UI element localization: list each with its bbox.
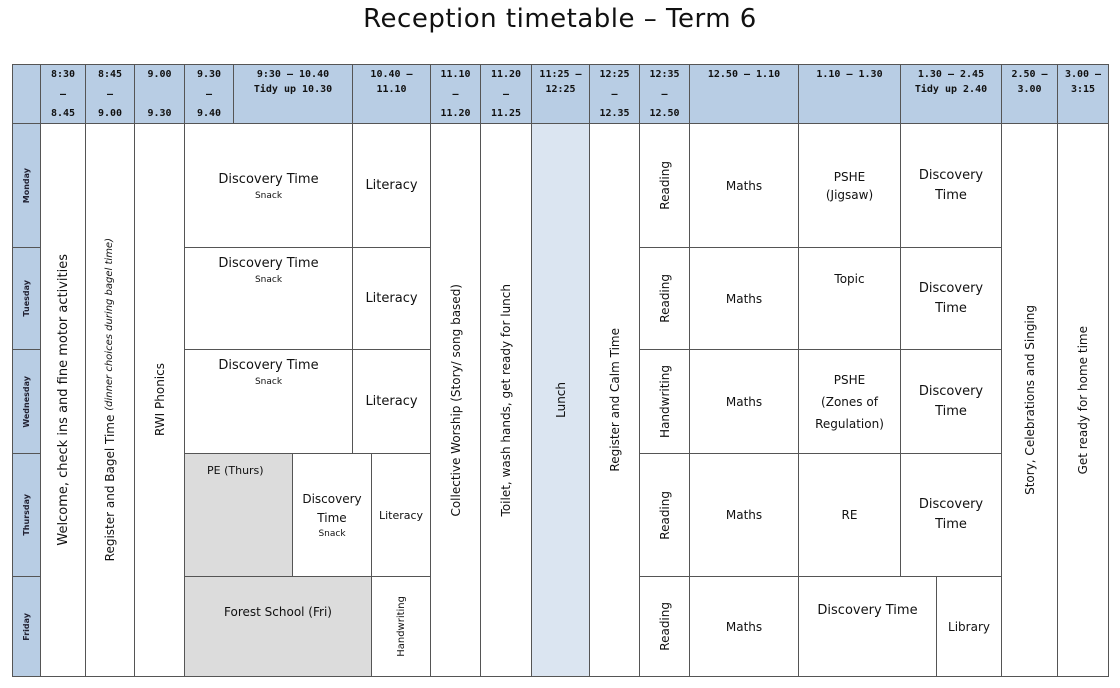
tuesday-topic: Topic xyxy=(798,247,901,350)
monday-discovery-pm: Discovery Time xyxy=(900,123,1002,248)
thursday-pe: PE (Thurs) xyxy=(184,453,293,577)
day-monday: Monday xyxy=(12,123,41,248)
header-time-1125: 11:25 –12:25 xyxy=(531,64,590,124)
friday-library: Library xyxy=(936,576,1002,677)
register-bagel-time: Register and Bagel Time (dinner choices … xyxy=(85,123,135,677)
header-time-1110: 11.10–11.20 xyxy=(430,64,481,124)
wednesday-discovery: Discovery Time Snack xyxy=(184,349,353,454)
home-time: Get ready for home time xyxy=(1057,123,1109,677)
wednesday-literacy: Literacy xyxy=(352,349,431,454)
wednesday-maths: Maths xyxy=(689,349,799,454)
header-time-1225: 12:25–12.35 xyxy=(589,64,640,124)
header-time-845: 8:45–9.00 xyxy=(85,64,135,124)
lunch: Lunch xyxy=(531,123,590,677)
tuesday-maths: Maths xyxy=(689,247,799,350)
header-time-1250: 12.50 – 1.10 xyxy=(689,64,799,124)
header-time-1120: 11.20–11.25 xyxy=(480,64,532,124)
day-friday: Friday xyxy=(12,576,41,677)
register-calm-time: Register and Calm Time xyxy=(589,123,640,677)
day-wednesday: Wednesday xyxy=(12,349,41,454)
monday-maths: Maths xyxy=(689,123,799,248)
tuesday-reading: Reading xyxy=(639,247,690,350)
friday-discovery: Discovery Time xyxy=(798,576,937,677)
friday-maths: Maths xyxy=(689,576,799,677)
header-time-110: 1.10 – 1.30 xyxy=(798,64,901,124)
friday-forest-school: Forest School (Fri) xyxy=(184,576,372,677)
header-time-930: 9.30–9.40 xyxy=(184,64,234,124)
header-corner xyxy=(12,64,41,124)
thursday-maths: Maths xyxy=(689,453,799,577)
thursday-discovery-pm: Discovery Time xyxy=(900,453,1002,577)
page-title: Reception timetable – Term 6 xyxy=(363,4,757,34)
header-time-900: 9.00 9.30 xyxy=(134,64,185,124)
wednesday-pshe: PSHE (Zones of Regulation) xyxy=(798,349,901,454)
rwi-phonics: RWI Phonics xyxy=(134,123,185,677)
header-time-300: 3.00 –3:15 xyxy=(1057,64,1109,124)
monday-reading: Reading xyxy=(639,123,690,248)
header-time-930-1040: 9:30 – 10.40 Tidy up 10.30 xyxy=(233,64,353,124)
thursday-re: RE xyxy=(798,453,901,577)
header-time-830: 8:30–8.45 xyxy=(40,64,86,124)
thursday-literacy: Literacy xyxy=(371,453,431,577)
tuesday-discovery: Discovery Time Snack xyxy=(184,247,353,350)
story-celebrations: Story, Celebrations and Singing xyxy=(1001,123,1058,677)
wednesday-handwriting: Handwriting xyxy=(639,349,690,454)
monday-literacy: Literacy xyxy=(352,123,431,248)
thursday-reading: Reading xyxy=(639,453,690,577)
wednesday-discovery-pm: Discovery Time xyxy=(900,349,1002,454)
collective-worship: Collective Worship (Story/ song based) xyxy=(430,123,481,677)
tuesday-discovery-pm: Discovery Time xyxy=(900,247,1002,350)
header-time-130: 1.30 – 2.45 Tidy up 2.40 xyxy=(900,64,1002,124)
monday-pshe: PSHE (Jigsaw) xyxy=(798,123,901,248)
monday-discovery: Discovery Time Snack xyxy=(184,123,353,248)
toilet-lunch-prep: Toilet, wash hands, get ready for lunch xyxy=(480,123,532,677)
header-time-250: 2.50 –3.00 xyxy=(1001,64,1058,124)
friday-reading: Reading xyxy=(639,576,690,677)
welcome-activities: Welcome, check ins and fine motor activi… xyxy=(40,123,86,677)
day-thursday: Thursday xyxy=(12,453,41,577)
thursday-discovery: Discovery Time Snack xyxy=(292,453,372,577)
header-time-1040: 10.40 –11.10 xyxy=(352,64,431,124)
day-tuesday: Tuesday xyxy=(12,247,41,350)
tuesday-literacy: Literacy xyxy=(352,247,431,350)
header-time-1235: 12:35–12.50 xyxy=(639,64,690,124)
friday-handwriting: Handwriting xyxy=(371,576,431,677)
